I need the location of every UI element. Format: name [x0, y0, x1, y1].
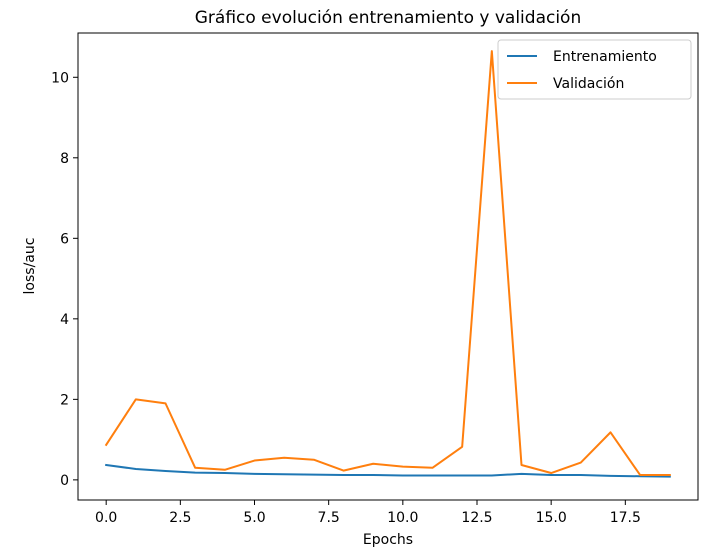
plot-frame [77, 32, 699, 501]
y-axis: 0 2 4 6 8 10 [51, 70, 78, 489]
y-tick-label: 6 [60, 231, 69, 247]
x-tick-label: 7.5 [318, 510, 340, 526]
y-tick-label: 4 [60, 312, 69, 328]
x-tick-label: 17.5 [610, 510, 641, 526]
x-tick-label: 15.0 [536, 510, 567, 526]
y-axis-label: loss/auc [22, 238, 38, 295]
chart-title: Gráfico evolución entrenamiento y valida… [195, 8, 582, 28]
y-tick-label: 10 [51, 70, 69, 86]
x-axis: 0.0 2.5 5.0 7.5 10.0 12.5 15.0 17.5 [95, 500, 641, 526]
series-line-validacion [104, 50, 671, 477]
x-tick-label: 0.0 [95, 510, 117, 526]
y-tick-label: 8 [60, 151, 69, 167]
x-tick-label: 12.5 [461, 510, 492, 526]
legend-label-validacion: Validación [553, 76, 624, 92]
x-tick-label: 2.5 [169, 510, 191, 526]
x-axis-label: Epochs [363, 532, 413, 548]
legend-label-entrenamiento: Entrenamiento [553, 49, 657, 65]
series-layer [104, 50, 671, 478]
x-tick-label: 5.0 [243, 510, 265, 526]
legend: Entrenamiento Validación [497, 39, 692, 100]
x-tick-label: 10.0 [387, 510, 418, 526]
series-line-entrenamiento [105, 463, 671, 478]
y-tick-label: 2 [60, 392, 69, 408]
y-tick-label: 0 [60, 473, 69, 489]
legend-box [497, 39, 692, 100]
